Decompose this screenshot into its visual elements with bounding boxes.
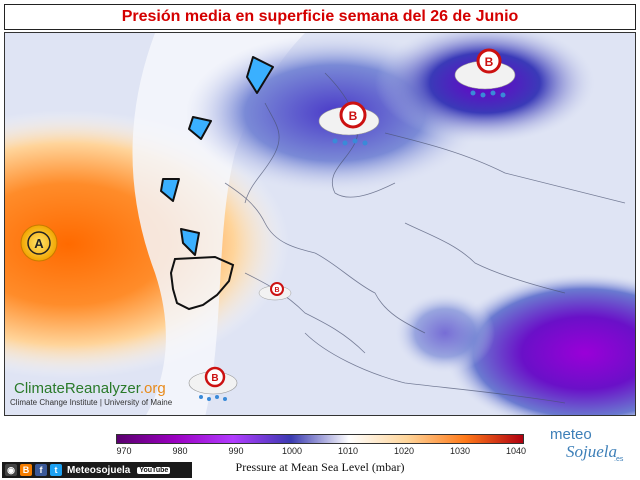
social-name[interactable]: Meteosojuela (67, 464, 131, 476)
colorbar-tick-label: 1040 (505, 446, 527, 456)
brand-bottom: Sojuela (566, 442, 617, 461)
low-area-middle-east (445, 273, 635, 415)
colorbar-tick-label: 1000 (281, 446, 303, 456)
youtube-badge[interactable]: YouTube (137, 466, 171, 474)
climate-reanalyzer-logo: ClimateReanalyzer.org (14, 380, 166, 397)
credit-institution: Climate Change Institute | University of… (10, 398, 173, 407)
ridge-area (132, 33, 305, 415)
camera-icon[interactable]: ◉ (5, 464, 17, 476)
wind-arrow-1 (246, 56, 274, 94)
credit-logo-main: ClimateReanalyzer (14, 380, 140, 397)
low-label-mediterranean: B (274, 287, 279, 294)
low-symbol-north: B (454, 48, 516, 98)
wind-arrow-3 (160, 178, 180, 202)
brand-suffix: .es (614, 456, 624, 463)
low-label-scandinavia: B (349, 109, 358, 123)
colorbar-tick-label: 1020 (393, 446, 415, 456)
low-label-north: B (485, 55, 494, 69)
low-area-turkey (395, 293, 495, 373)
page-title: Presión media en superficie semana del 2… (121, 8, 519, 25)
colorbar-tick-label: 1010 (337, 446, 359, 456)
iberia-outline (169, 255, 235, 311)
colorbar-tick-label: 1030 (449, 446, 471, 456)
facebook-icon[interactable]: f (35, 464, 47, 476)
pressure-map-svg: A B B B B (5, 33, 635, 415)
wind-arrows (160, 56, 274, 256)
low-label-africa: B (211, 373, 218, 384)
wind-arrow-4 (180, 228, 200, 256)
pressure-colorbar (116, 434, 524, 444)
colorbar-tick-label: 980 (172, 446, 188, 456)
high-label: A (34, 236, 44, 251)
social-bar: ◉ B f t Meteosojuela YouTube (2, 462, 192, 478)
title-bar: Presión media en superficie semana del 2… (4, 4, 636, 30)
credit-logo-suffix: .org (139, 380, 166, 397)
blogger-icon[interactable]: B (20, 464, 32, 476)
pressure-map: A B B B B (4, 32, 636, 416)
colorbar-tick-label: 990 (228, 446, 244, 456)
twitter-icon[interactable]: t (50, 464, 62, 476)
low-symbol-africa: B (188, 366, 238, 401)
brand-top: meteo (550, 426, 592, 443)
colorbar-label: Pressure at Mean Sea Level (mbar) (235, 460, 405, 474)
low-symbol-scandinavia: B (318, 101, 380, 146)
colorbar-tick-label: 970 (116, 446, 132, 456)
coastlines (224, 72, 626, 404)
meteosojuela-brand: meteo Sojuela .es (540, 424, 634, 464)
low-symbol-mediterranean: B (258, 282, 292, 301)
wind-arrow-2 (188, 116, 212, 140)
high-pressure-symbol: A (20, 224, 58, 262)
